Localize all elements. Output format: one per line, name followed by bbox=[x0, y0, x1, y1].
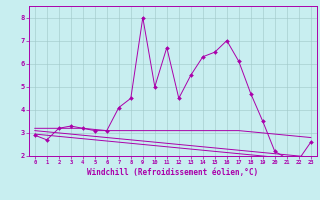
X-axis label: Windchill (Refroidissement éolien,°C): Windchill (Refroidissement éolien,°C) bbox=[87, 168, 258, 177]
